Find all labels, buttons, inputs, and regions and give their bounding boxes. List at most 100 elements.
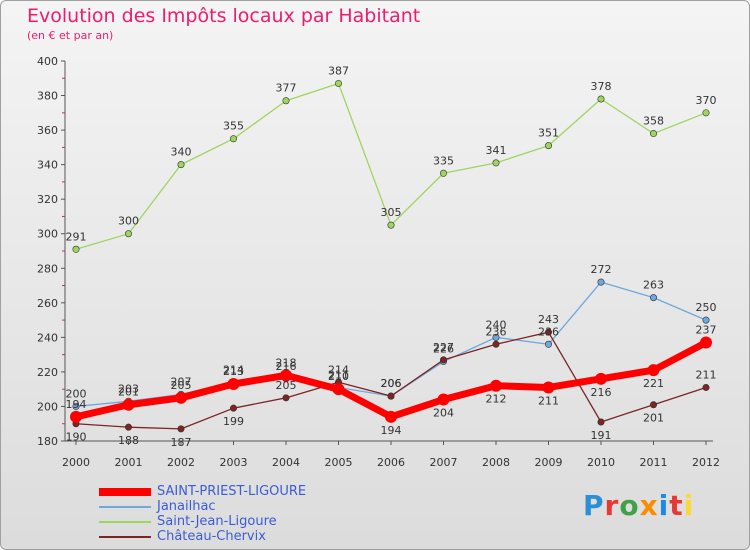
data-label: 341 [486, 144, 507, 157]
series-point-1 [72, 402, 80, 410]
series-point-3 [177, 425, 185, 433]
data-label: 199 [223, 415, 244, 428]
data-label: 207 [171, 375, 192, 388]
data-label: 211 [696, 368, 717, 381]
series-point-0 [542, 381, 555, 394]
series-point-2 [72, 245, 80, 253]
y-tick-label: 260 [37, 297, 58, 310]
data-label: 387 [328, 64, 349, 77]
y-tick-label: 340 [37, 159, 58, 172]
y-tick-label: 320 [37, 193, 58, 206]
series-point-2 [492, 159, 500, 167]
series-point-3 [649, 401, 657, 409]
legend-label: SAINT-PRIEST-LIGOURE [157, 484, 307, 499]
data-label: 213 [223, 365, 244, 378]
data-label: 214 [328, 363, 349, 376]
data-label: 335 [433, 154, 454, 167]
data-label: 206 [381, 377, 402, 390]
data-label: 212 [486, 393, 507, 406]
logo-letter: i [658, 489, 670, 522]
x-tick-label: 2011 [640, 456, 668, 469]
data-label: 203 [118, 382, 139, 395]
data-label: 188 [118, 434, 139, 447]
data-label: 211 [538, 394, 559, 407]
legend-swatch [99, 488, 151, 496]
data-label: 201 [643, 412, 664, 425]
data-label: 227 [433, 341, 454, 354]
x-tick-label: 2005 [325, 456, 353, 469]
series-point-0 [280, 369, 292, 382]
data-label: 358 [643, 115, 664, 128]
data-label: 190 [66, 431, 87, 444]
series-point-3 [387, 392, 395, 400]
x-tick-label: 2007 [430, 456, 458, 469]
series-point-3 [125, 423, 133, 431]
x-tick-label: 2003 [220, 456, 248, 469]
x-tick-label: 2012 [692, 456, 720, 469]
logo-letter: P [583, 489, 605, 522]
data-label: 272 [591, 263, 612, 276]
data-label: 236 [486, 325, 507, 338]
y-tick-label: 200 [37, 400, 58, 413]
series-point-3 [439, 356, 447, 364]
x-tick-label: 2008 [482, 456, 510, 469]
series-point-2 [177, 161, 185, 169]
series-point-0 [175, 391, 187, 404]
series-point-0 [595, 372, 607, 385]
logo-letter: t [669, 489, 684, 522]
series-point-1 [649, 294, 657, 302]
series-point-3 [282, 394, 290, 402]
y-tick-label: 280 [37, 262, 58, 275]
series-point-3 [492, 340, 500, 348]
data-label: 263 [643, 279, 664, 292]
data-label: 210 [328, 370, 349, 383]
series-point-1 [597, 278, 605, 286]
data-label: 201 [118, 386, 139, 399]
series-point-2 [439, 169, 447, 177]
chart-subtitle: (en € et par an) [27, 29, 114, 42]
data-label: 243 [538, 313, 559, 326]
legend-swatch [99, 536, 151, 538]
series-point-0 [70, 410, 82, 423]
series-point-2 [702, 109, 710, 117]
series-point-2 [597, 95, 605, 103]
series-point-0 [122, 398, 135, 411]
y-tick-label: 240 [37, 331, 58, 344]
series-point-0 [227, 378, 240, 390]
data-label: 355 [223, 120, 244, 133]
series-point-2 [387, 221, 395, 229]
series-point-0 [385, 410, 397, 423]
series-point-1 [544, 340, 552, 348]
series-point-2 [282, 97, 290, 105]
y-tick-label: 220 [37, 366, 58, 379]
data-label: 191 [591, 429, 612, 442]
data-label: 291 [66, 230, 87, 243]
series-point-3 [544, 328, 552, 336]
series-point-3 [597, 418, 605, 426]
data-label: 305 [381, 206, 402, 219]
data-label: 214 [223, 363, 244, 376]
data-label: 204 [433, 407, 454, 420]
data-label: 211 [328, 368, 349, 381]
data-label: 340 [171, 146, 192, 159]
data-label: 250 [696, 301, 717, 314]
x-tick-label: 2002 [167, 456, 195, 469]
data-label: 187 [171, 436, 192, 449]
y-tick-label: 360 [37, 124, 58, 137]
y-tick-label: 180 [37, 435, 58, 448]
legend-label: Saint-Jean-Ligoure [157, 514, 277, 529]
x-tick-label: 2001 [115, 456, 143, 469]
logo-letter: i [683, 489, 695, 522]
legend-label: Château-Chervix [157, 529, 266, 544]
series-point-1 [492, 333, 500, 341]
series-point-2 [230, 135, 238, 143]
legend-swatch [99, 521, 151, 523]
logo-letter: o [619, 489, 640, 522]
chart-title: Evolution des Impôts locaux par Habitant [27, 5, 421, 27]
data-label: 205 [276, 379, 297, 392]
data-label: 206 [381, 377, 402, 390]
data-label: 194 [66, 398, 87, 411]
data-label: 226 [433, 343, 454, 356]
